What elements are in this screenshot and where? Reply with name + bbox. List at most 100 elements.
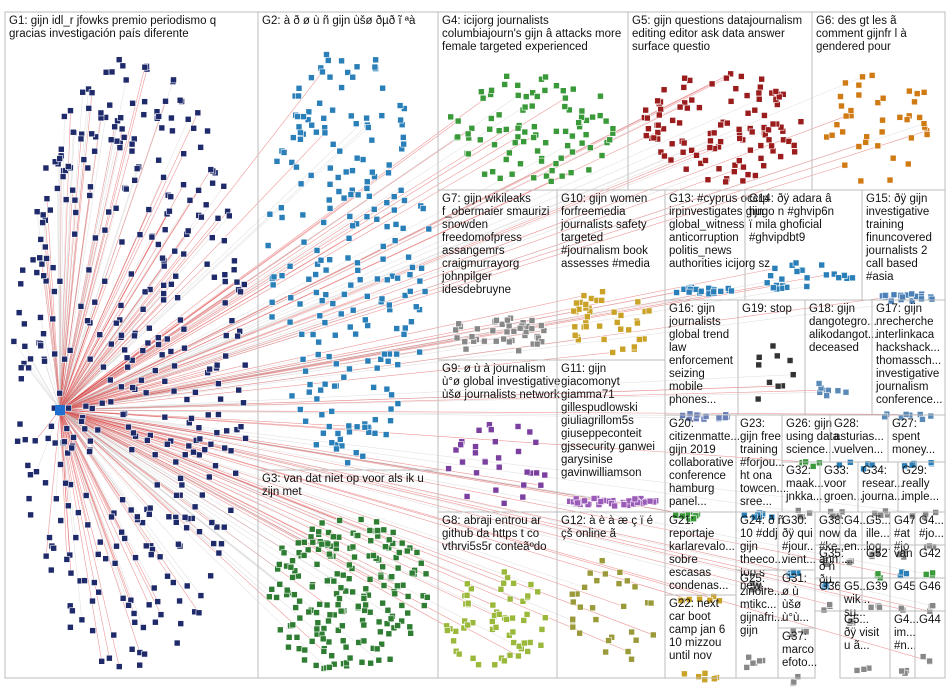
node [117, 302, 125, 309]
edge [34, 409, 61, 441]
node [673, 289, 680, 296]
node [141, 63, 149, 71]
node [763, 279, 771, 287]
node [680, 84, 688, 91]
node [21, 436, 29, 443]
node [578, 139, 586, 147]
node [70, 434, 77, 441]
node [113, 319, 120, 327]
node [569, 132, 576, 140]
node [331, 331, 339, 339]
node [530, 174, 538, 182]
node [121, 535, 128, 542]
node [710, 675, 718, 683]
node [882, 507, 889, 515]
node [841, 161, 849, 169]
node [95, 588, 102, 596]
node [860, 666, 868, 673]
node [87, 183, 94, 191]
group-label-line: authorities icijorg sz [669, 258, 770, 270]
group-label-line: investigative [866, 206, 929, 218]
node [701, 676, 709, 683]
node [510, 580, 517, 587]
node [911, 98, 918, 106]
node [89, 597, 96, 605]
node [398, 602, 406, 609]
node [313, 289, 320, 296]
node [192, 389, 199, 396]
node [111, 123, 118, 131]
node [385, 161, 393, 169]
node [345, 575, 353, 582]
node [722, 178, 729, 186]
node [53, 495, 60, 503]
group-label-line: freedomofpress [442, 232, 522, 244]
group-label: G3: van dat niet op voor als ik u zijn me… [262, 473, 424, 498]
node [569, 598, 577, 606]
group-label-line: 10 #ddj [740, 528, 778, 540]
node [475, 427, 483, 434]
node [141, 288, 149, 296]
node [285, 633, 293, 641]
group-label-line: im... [894, 627, 916, 639]
node [584, 501, 592, 508]
node [273, 158, 281, 165]
group-label-line: log... [866, 541, 891, 553]
node [744, 171, 752, 178]
edge [59, 409, 72, 574]
node [168, 114, 175, 122]
node [916, 114, 923, 121]
node [289, 621, 297, 629]
node [222, 332, 230, 339]
node [119, 411, 127, 418]
node [208, 519, 216, 526]
node [175, 540, 182, 548]
group-label-line: wik... [843, 594, 870, 606]
group-label-line: voor [824, 478, 847, 490]
edge [59, 124, 368, 411]
node [919, 416, 926, 423]
node [384, 606, 392, 614]
node [425, 225, 433, 233]
node [176, 96, 184, 104]
node [534, 147, 541, 155]
node [379, 563, 386, 571]
edge [59, 409, 418, 553]
group-label-line: zinoire... [740, 586, 783, 598]
node [378, 112, 386, 119]
group-label-line: G37: [782, 631, 807, 643]
node [589, 604, 596, 612]
node [154, 598, 162, 605]
node [352, 330, 359, 338]
node [295, 572, 302, 580]
node [380, 582, 388, 589]
node [364, 357, 372, 365]
node [164, 440, 171, 448]
node [538, 157, 545, 165]
node [510, 639, 517, 646]
node [366, 192, 373, 200]
edge [59, 409, 806, 463]
node [598, 557, 606, 564]
node [360, 637, 368, 645]
node [333, 570, 341, 578]
node [620, 501, 628, 508]
node [360, 595, 368, 602]
node [295, 123, 303, 131]
node [278, 214, 286, 221]
node [521, 639, 528, 647]
node [383, 620, 391, 627]
node [879, 116, 886, 124]
node [354, 267, 362, 274]
node [731, 168, 738, 175]
node [587, 144, 594, 151]
node [669, 117, 676, 124]
node [325, 196, 333, 204]
node [755, 89, 763, 97]
node [710, 593, 718, 600]
node [862, 139, 870, 146]
node [736, 157, 743, 164]
node [397, 116, 404, 124]
group-label-line: really [902, 478, 930, 490]
node [51, 439, 59, 447]
